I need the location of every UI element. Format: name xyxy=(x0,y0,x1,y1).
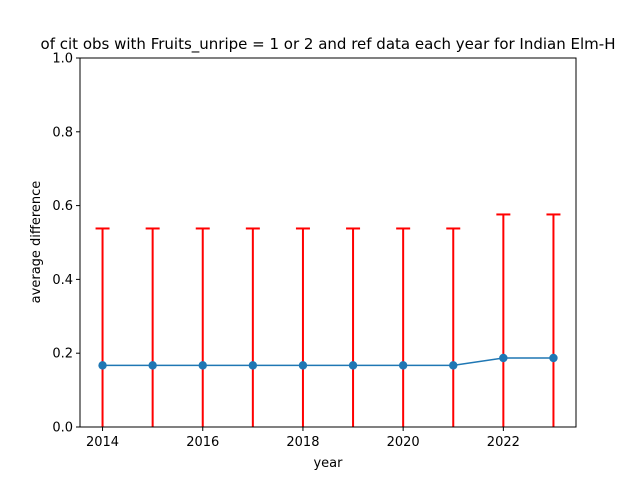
y-tick-label: 0.2 xyxy=(52,347,73,362)
x-tick-label: 2016 xyxy=(186,435,219,450)
data-point xyxy=(298,361,308,370)
chart-title: of cit obs with Fruits_unripe = 1 or 2 a… xyxy=(41,35,616,54)
data-point xyxy=(348,361,358,370)
data-point xyxy=(398,361,408,370)
x-axis-label: year xyxy=(313,456,343,471)
y-tick-label: 0.0 xyxy=(52,421,73,436)
y-tick-label: 0.6 xyxy=(52,199,73,214)
data-point xyxy=(549,353,558,363)
x-tick-label: 2020 xyxy=(387,435,420,450)
data-point xyxy=(198,361,207,370)
x-tick-label: 2014 xyxy=(86,435,119,450)
x-tick-label: 2018 xyxy=(286,435,319,450)
y-axis: 0.0 0.2 0.4 0.6 0.8 1.0 xyxy=(52,52,80,436)
y-axis-label: average difference xyxy=(29,181,44,304)
series-line xyxy=(102,357,554,367)
plot-area-frame xyxy=(79,57,577,428)
data-point xyxy=(98,361,107,370)
y-tick-label: 1.0 xyxy=(52,52,73,67)
data-point xyxy=(248,361,258,370)
plot-marks xyxy=(95,213,561,427)
data-point xyxy=(148,361,157,370)
data-point xyxy=(499,353,508,363)
x-tick-label: 2022 xyxy=(487,435,520,450)
y-tick-label: 0.4 xyxy=(52,273,73,288)
y-tick-label: 0.8 xyxy=(52,125,73,140)
x-axis: 2014 2016 2018 2020 2022 xyxy=(86,427,520,450)
data-point xyxy=(449,361,458,370)
